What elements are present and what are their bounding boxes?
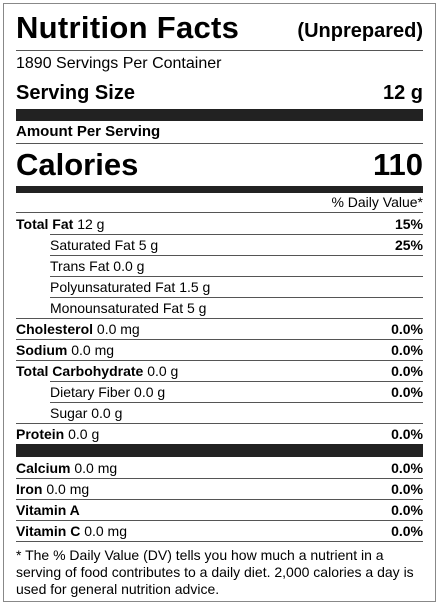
daily-value: 25% xyxy=(394,237,423,253)
nutrient: Monounsaturated Fat 5 g xyxy=(50,300,206,316)
nutrient: Saturated Fat 5 g xyxy=(50,237,158,253)
nutrient-amount: 5 g xyxy=(138,237,159,253)
calories-row: Calories 110 xyxy=(16,144,423,186)
title: Nutrition Facts xyxy=(16,10,240,45)
nutrient-amount: 0.0 mg xyxy=(74,459,118,476)
nutrient-amount: 0.0 mg xyxy=(46,481,90,497)
nutrient-row: Saturated Fat 5 g 25% xyxy=(50,234,423,255)
nutrient: Sodium 0.0 mg xyxy=(16,342,114,358)
vitamin-mineral-list: Calcium 0.0 mg 0.0% Iron 0.0 mg 0.0% Vitamin… xyxy=(16,457,423,541)
nutrient-amount: 12 g xyxy=(77,215,105,232)
nutrient-amount: 0.0 g xyxy=(134,384,166,400)
nutrient-row: Protein 0.0 g 0.0% xyxy=(16,423,423,444)
nutrient-amount: 0.0 mg xyxy=(84,523,128,539)
nutrient: Cholesterol 0.0 mg xyxy=(16,321,140,337)
daily-value: 0.0% xyxy=(391,363,423,379)
nutrient-row: Cholesterol 0.0 mg 0.0% xyxy=(16,318,423,339)
nutrient: Vitamin A xyxy=(16,502,80,518)
daily-value: 0.0% xyxy=(391,459,423,476)
nutrient-row: Sugar 0.0 g xyxy=(50,402,423,423)
nutrient-name: Saturated Fat xyxy=(50,237,135,253)
nutrient-row: Total Fat 12 g 15% xyxy=(16,213,423,234)
nutrient: Sugar 0.0 g xyxy=(50,405,122,421)
daily-value: 0.0% xyxy=(391,426,423,442)
subtitle: (Unprepared) xyxy=(297,20,423,42)
serving-size-value: 12 g xyxy=(382,81,423,104)
nutrient-name: Calcium xyxy=(16,459,71,476)
nutrient: Total Carbohydrate 0.0 g xyxy=(16,363,178,379)
thick-rule xyxy=(16,109,423,121)
nutrient: Dietary Fiber 0.0 g xyxy=(50,384,165,400)
nutrient: Trans Fat 0.0 g xyxy=(50,258,144,274)
nutrient-amount: 0.0 g xyxy=(91,405,123,421)
nutrient-amount: 1.5 g xyxy=(179,279,211,295)
nutrient-row: Total Carbohydrate 0.0 g 0.0% xyxy=(16,360,423,381)
serving-size-label: Serving Size xyxy=(16,81,135,104)
nutrient-name: Dietary Fiber xyxy=(50,384,131,400)
nutrient-name: Vitamin C xyxy=(16,523,81,539)
nutrient-name: Cholesterol xyxy=(16,321,94,337)
title-row: Nutrition Facts (Unprepared) xyxy=(16,4,423,51)
thick-rule xyxy=(16,186,423,193)
nutrient-name: Total Fat xyxy=(16,215,74,232)
nutrient-amount: 0.0 mg xyxy=(96,321,140,337)
nutrient: Total Fat 12 g xyxy=(16,216,104,232)
daily-value: 0.0% xyxy=(391,502,423,518)
nutrition-label: Nutrition Facts (Unprepared) 1890 Servin… xyxy=(3,3,436,602)
nutrient-row: Calcium 0.0 mg 0.0% xyxy=(16,457,423,478)
nutrient: Calcium 0.0 mg xyxy=(16,460,117,476)
daily-value: 0.0% xyxy=(391,523,423,539)
nutrient: Iron 0.0 mg xyxy=(16,481,89,497)
calories-label: Calories xyxy=(16,147,139,182)
daily-value: 15% xyxy=(394,215,423,232)
nutrient-name: Polyunsaturated Fat xyxy=(50,279,176,295)
amount-per-serving: Amount Per Serving xyxy=(16,121,423,144)
daily-value-header: % Daily Value* xyxy=(16,193,423,213)
nutrient-amount: 0.0 g xyxy=(113,258,145,274)
nutrient-amount: 0.0 mg xyxy=(71,342,115,358)
nutrient-row: Monounsaturated Fat 5 g xyxy=(50,297,423,318)
nutrient-name: Iron xyxy=(16,481,43,497)
thick-rule xyxy=(16,444,423,457)
nutrient-row: Vitamin A 0.0% xyxy=(16,499,423,520)
nutrient-name: Monounsaturated Fat xyxy=(50,300,184,316)
nutrient-row: Iron 0.0 mg 0.0% xyxy=(16,478,423,499)
nutrient-row: Sodium 0.0 mg 0.0% xyxy=(16,339,423,360)
nutrient-name: Sugar xyxy=(50,405,88,421)
nutrient-row: Dietary Fiber 0.0 g 0.0% xyxy=(50,381,423,402)
nutrient-name: Total Carbohydrate xyxy=(16,363,144,379)
daily-value: 0.0% xyxy=(391,481,423,497)
daily-value: 0.0% xyxy=(391,321,423,337)
nutrient-amount: 5 g xyxy=(186,300,207,316)
nutrient: Polyunsaturated Fat 1.5 g xyxy=(50,279,210,295)
nutrient: Vitamin C 0.0 mg xyxy=(16,523,127,539)
nutrient-row: Trans Fat 0.0 g xyxy=(50,255,423,276)
nutrient-amount: 0.0 g xyxy=(68,426,100,442)
footnote: * The % Daily Value (DV) tells you how m… xyxy=(16,541,423,598)
nutrient-name: Sodium xyxy=(16,342,68,358)
nutrient-name: Trans Fat xyxy=(50,258,110,274)
nutrient-row: Polyunsaturated Fat 1.5 g xyxy=(50,276,423,297)
servings-per-container: 1890 Servings Per Container xyxy=(16,55,222,72)
daily-value: 0.0% xyxy=(391,342,423,358)
nutrient-row: Vitamin C 0.0 mg 0.0% xyxy=(16,520,423,541)
nutrient-amount: 0.0 g xyxy=(147,363,179,379)
nutrient-list: Total Fat 12 g 15% Saturated Fat 5 g 25% Tra… xyxy=(16,213,423,444)
daily-value: 0.0% xyxy=(391,384,423,400)
nutrient: Protein 0.0 g xyxy=(16,426,99,442)
calories-value: 110 xyxy=(372,147,423,182)
nutrient-name: Protein xyxy=(16,426,65,442)
serving-size-row: Serving Size 12 g xyxy=(16,77,423,109)
nutrient-name: Vitamin A xyxy=(16,502,80,518)
